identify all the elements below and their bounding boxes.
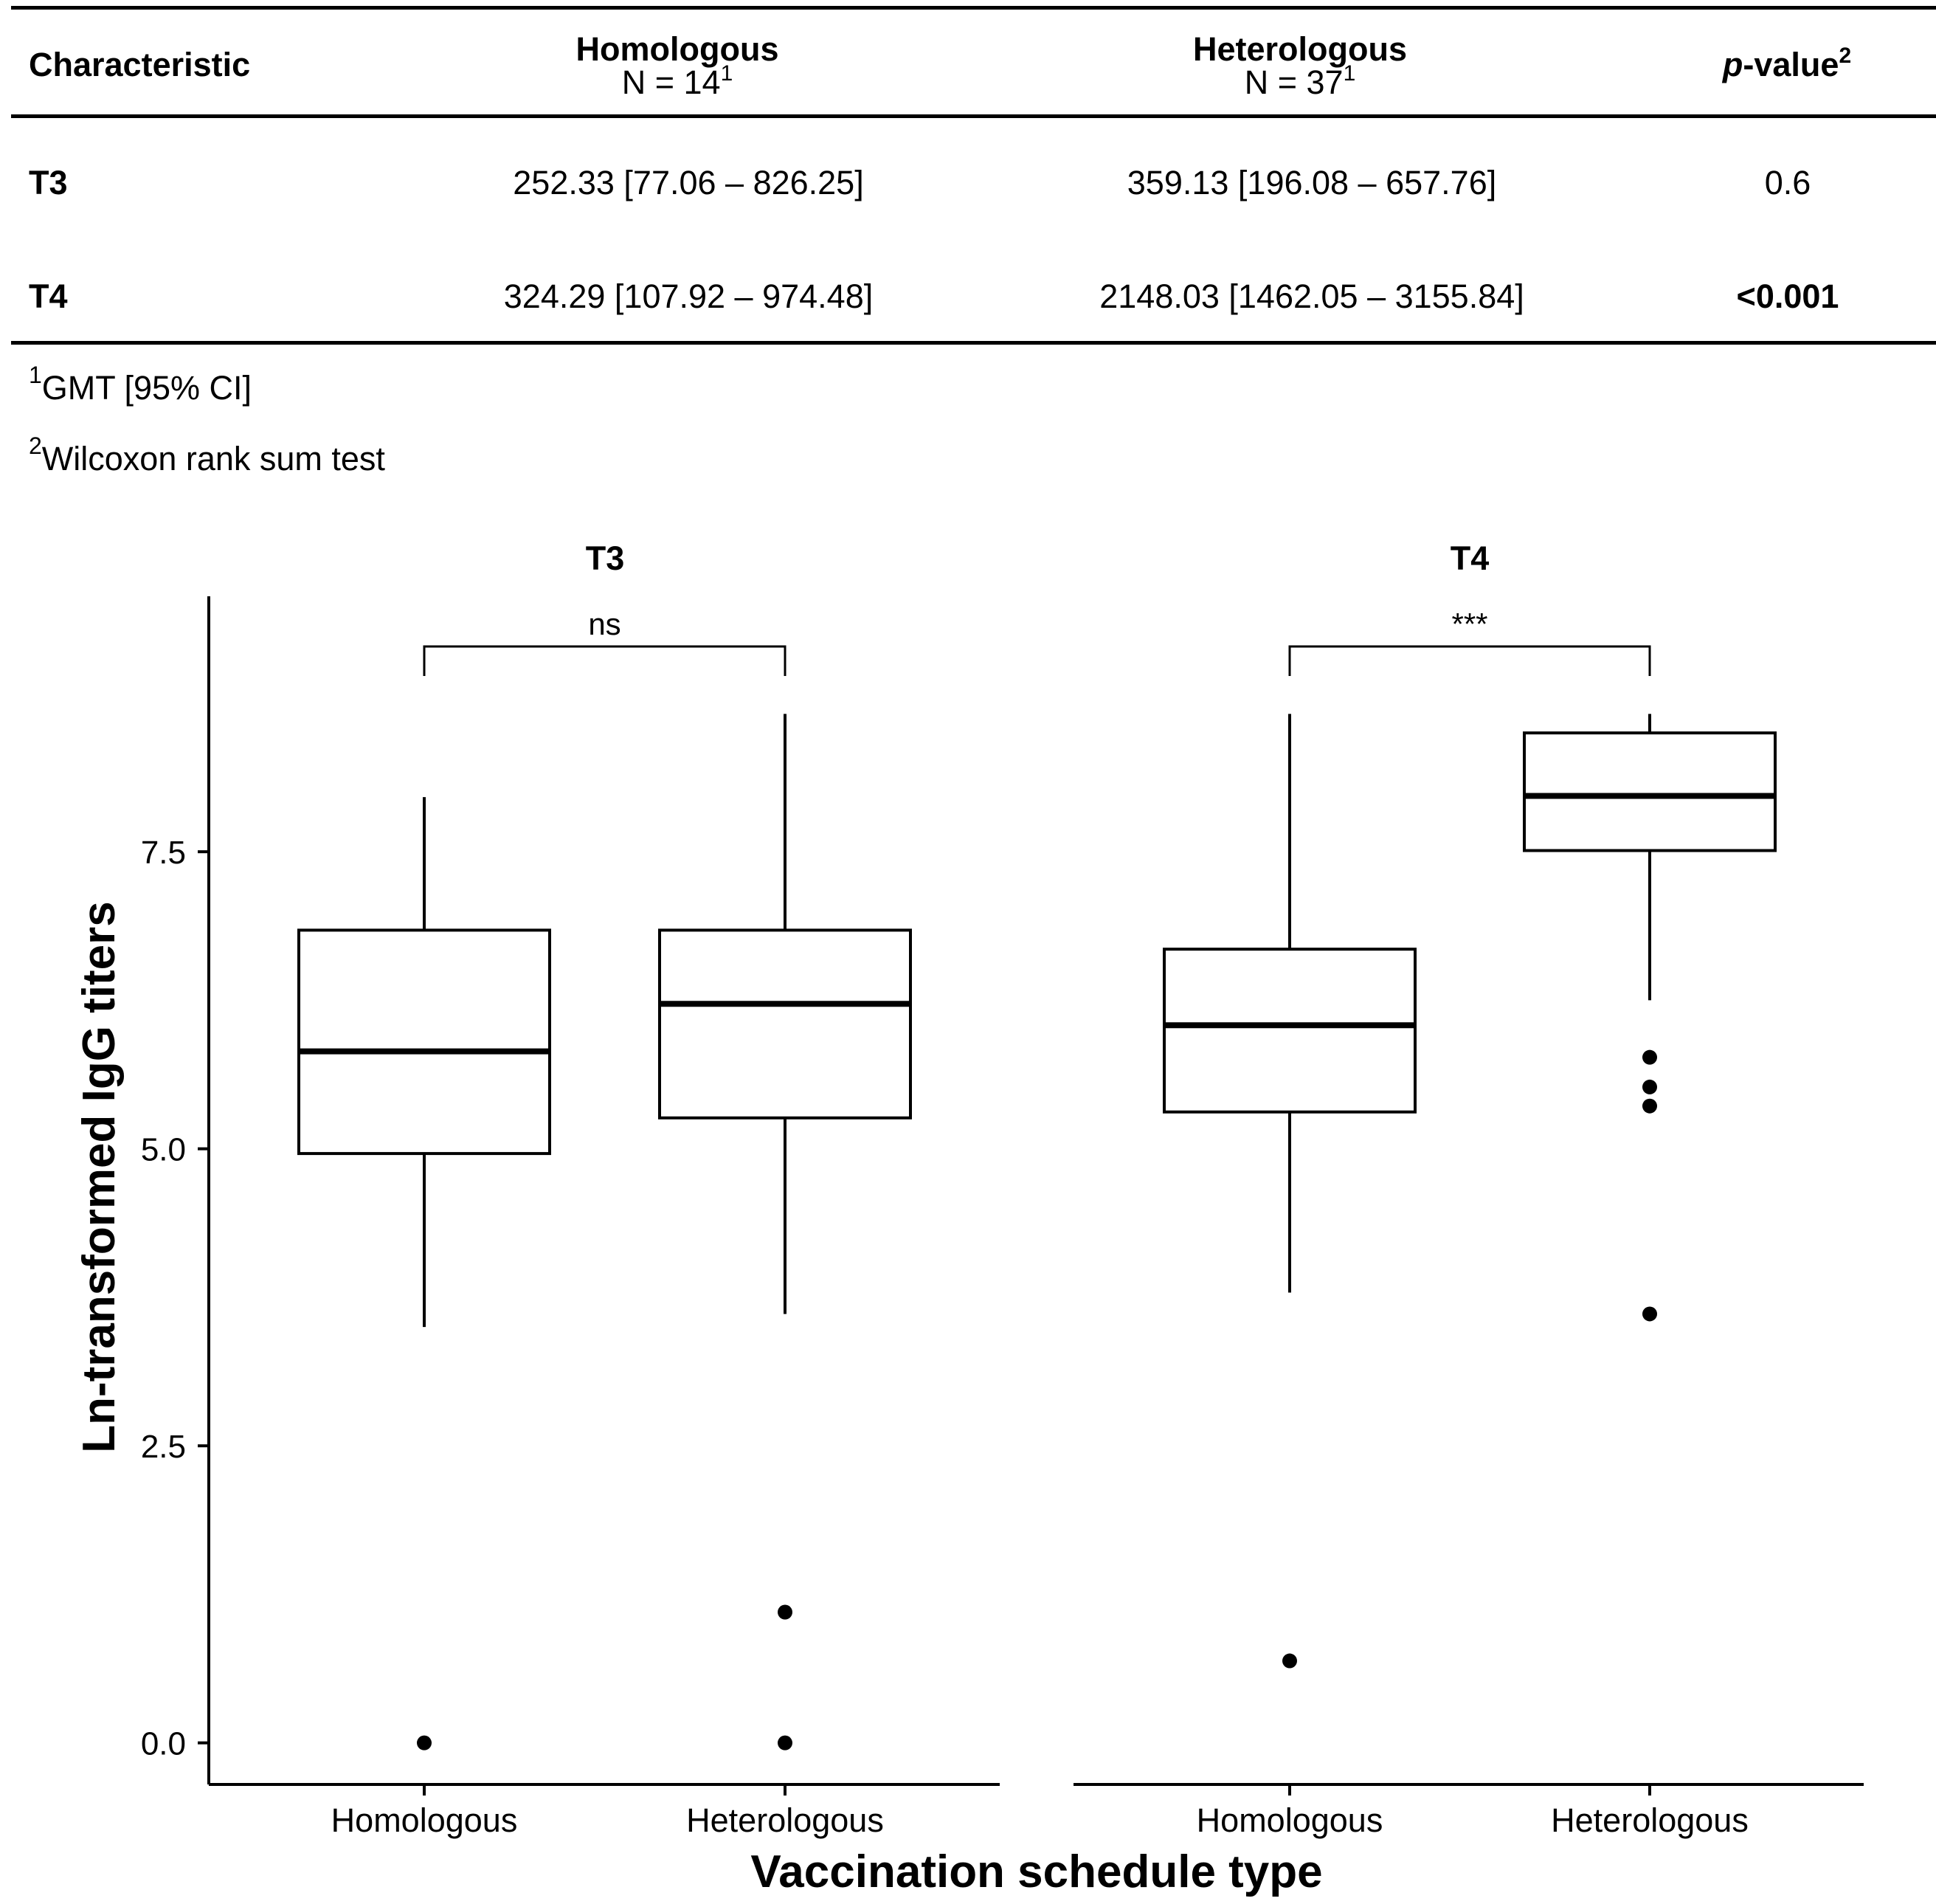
row-label-t3: T3 <box>29 164 68 201</box>
header-heterologous-n: N = 37 <box>1244 63 1344 101</box>
outlier-point <box>778 1735 792 1750</box>
header-characteristic: Characteristic <box>29 46 251 83</box>
header-homologous: Homologous N = 141 <box>575 30 779 101</box>
row-t4-p-value: <0.001 <box>1736 277 1839 315</box>
table-top-rule <box>11 6 1936 10</box>
header-heterologous: Heterologous N = 371 <box>1192 30 1408 101</box>
header-p-value: p-value2 <box>1722 44 1852 83</box>
significance-label: ns <box>588 607 620 641</box>
panel-title-t4: T4 <box>1451 539 1490 577</box>
outlier-point <box>778 1604 792 1620</box>
row-t3-heterologous: 359.13 [196.08 – 657.76] <box>1127 164 1497 201</box>
panel-title-t3: T3 <box>586 539 625 577</box>
x-axis-title: Vaccination schedule type <box>750 1846 1322 1897</box>
box-iqr <box>1163 948 1417 1114</box>
row-t3-p-value: 0.6 <box>1764 164 1811 201</box>
footnote-mark: 1 <box>1343 61 1356 86</box>
outlier-point <box>1642 1079 1657 1094</box>
row-t3-homologous: 252.33 [77.06 – 826.25] <box>513 164 864 201</box>
y-axis-title: Ln-transformed IgG titers <box>74 901 125 1453</box>
outlier-point <box>417 1735 432 1750</box>
x-tick-label: Homologous <box>331 1801 518 1839</box>
outlier-point <box>1282 1653 1297 1669</box>
box-iqr <box>658 928 912 1120</box>
y-tick-label: 5.0 <box>141 1132 186 1168</box>
header-homologous-n: N = 14 <box>621 63 721 101</box>
footnote-mark: 1 <box>720 61 733 86</box>
row-t4-heterologous: 2148.03 [1462.05 – 3155.84] <box>1099 277 1524 315</box>
significance-bracket <box>1288 645 1651 676</box>
significance-bracket <box>423 645 786 676</box>
significance-label: *** <box>1451 607 1487 641</box>
footnote-2: 2Wilcoxon rank sum test <box>29 432 385 477</box>
x-tick-label: Heterologous <box>1551 1801 1749 1839</box>
row-t4-homologous: 324.29 [107.92 – 974.48] <box>503 277 874 315</box>
box-iqr <box>297 928 551 1156</box>
row-label-t4: T4 <box>29 277 68 315</box>
box-iqr <box>1523 731 1777 852</box>
table-header-rule <box>11 114 1936 118</box>
table-bottom-rule <box>11 341 1936 345</box>
y-tick-label: 7.5 <box>141 835 186 871</box>
x-tick-label: Heterologous <box>686 1801 884 1839</box>
y-tick-label: 2.5 <box>141 1429 186 1465</box>
outlier-point <box>1642 1049 1657 1065</box>
x-tick-label: Homologous <box>1197 1801 1383 1839</box>
outlier-point <box>1642 1098 1657 1114</box>
outlier-point <box>1642 1306 1657 1322</box>
footnote-mark: 2 <box>1839 44 1852 68</box>
y-tick-label: 0.0 <box>141 1726 186 1762</box>
footnote-1: 1GMT [95% CI] <box>29 362 252 407</box>
